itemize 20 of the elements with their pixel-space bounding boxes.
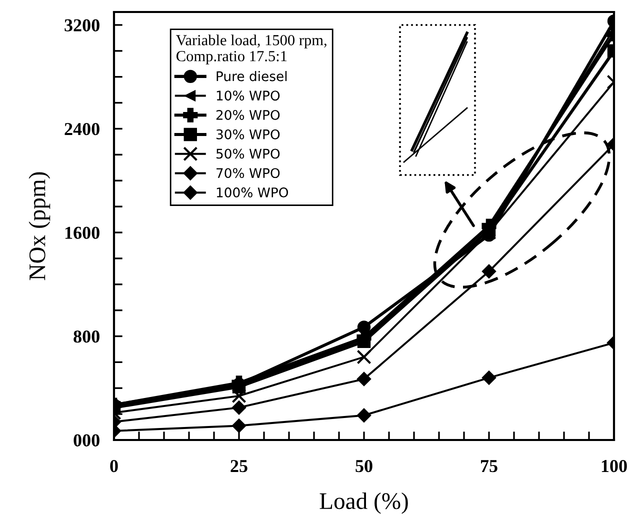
x-tick-label: 75 — [481, 460, 498, 472]
y-tick-label: 800 — [74, 330, 100, 343]
y-tick-label: 1600 — [65, 226, 100, 239]
legend-label: 20% WPO — [216, 110, 280, 120]
legend-label: 70% WPO — [216, 168, 280, 178]
y-tick-label: 3200 — [64, 19, 100, 32]
legend-label: 50% WPO — [216, 148, 280, 159]
y-tick-label: 000 — [74, 434, 100, 446]
legend-label: 30% WPO — [216, 129, 280, 140]
legend-label: Pure diesel — [216, 71, 287, 82]
legend-label: 10% WPO — [216, 90, 280, 101]
legend-title: Variable load, 1500 rpm, Comp.ratio 17.5:1 — [176, 34, 326, 64]
x-tick-label: 50 — [356, 460, 372, 472]
x-tick-label: 100 — [602, 460, 627, 472]
y-tick-label: 2400 — [64, 122, 100, 136]
legend-label: 100% WPO — [216, 187, 288, 198]
x-tick-label: 25 — [230, 460, 248, 472]
x-tick-label: 0 — [110, 460, 118, 472]
y-axis-title: NOx (ppm) — [28, 172, 50, 280]
x-axis-title: Load (%) — [320, 492, 408, 514]
